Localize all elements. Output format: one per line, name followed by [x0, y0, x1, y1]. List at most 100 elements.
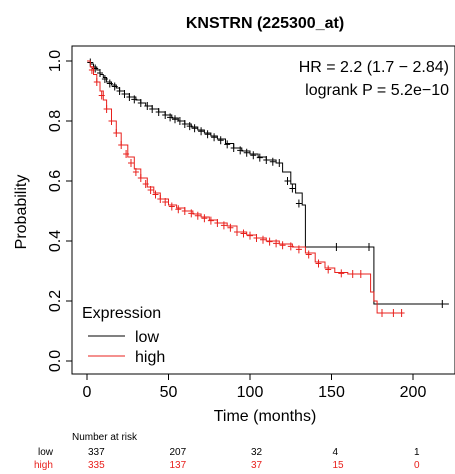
censor-mark-low	[106, 79, 113, 88]
censor-mark-high	[220, 221, 227, 230]
risk-count-low: 337	[88, 447, 105, 458]
x-axis: 0 50 100 150 200	[83, 374, 426, 401]
censor-mark-high	[132, 168, 139, 176]
censor-mark-high	[247, 231, 253, 240]
censor-mark-low	[198, 127, 205, 136]
y-tick-label: 1.0	[47, 50, 64, 72]
censor-mark-high	[201, 214, 208, 223]
censor-mark-high	[357, 270, 364, 278]
censor-mark-high	[137, 174, 144, 182]
censor-mark-low	[230, 144, 237, 152]
censor-mark-high	[162, 198, 169, 206]
censor-mark-low	[333, 243, 340, 251]
risk-count-high: 137	[170, 460, 187, 471]
censor-mark-high	[168, 202, 175, 211]
censor-mark-low	[172, 115, 178, 124]
censor-mark-low	[131, 95, 138, 104]
censor-mark-low	[269, 157, 276, 166]
x-tick-label: 100	[237, 384, 264, 401]
censor-mark-low	[162, 111, 169, 119]
x-tick-label: 50	[160, 384, 178, 401]
censor-mark-high	[152, 190, 159, 199]
censor-mark-low	[250, 151, 257, 160]
risk-count-high: 37	[251, 460, 263, 471]
y-tick-label: 0.4	[47, 230, 64, 252]
censor-mark-high	[398, 309, 405, 317]
risk-table: Number at risk low high 337 207 32 4 1 335 137…	[34, 432, 420, 471]
plot-frame	[71, 45, 455, 375]
censor-mark-low	[167, 113, 174, 122]
y-tick-label: 0.6	[47, 170, 64, 192]
censor-mark-high	[207, 216, 214, 225]
y-axis: 0.0 0.2 0.4 0.6 0.8 1.0	[47, 50, 72, 372]
censor-mark-low	[181, 120, 188, 128]
survival-curve-high	[87, 60, 404, 314]
censor-mark-high	[234, 228, 240, 236]
censor-mark-high	[93, 78, 100, 86]
x-tick-label: 0	[83, 384, 92, 401]
censor-mark-high	[227, 223, 234, 232]
censor-mark-low	[224, 140, 231, 149]
censor-mark-low	[237, 146, 244, 155]
logrank-annotation: logrank P = 5.2e−10	[305, 82, 449, 99]
censor-mark-low	[101, 75, 108, 83]
censor-mark-high	[181, 207, 188, 215]
risk-table-header: Number at risk	[72, 432, 138, 443]
censor-mark-high	[240, 229, 247, 238]
censor-mark-high	[113, 129, 120, 137]
censor-mark-high	[266, 237, 273, 246]
censor-mark-high	[118, 141, 125, 149]
survival-curves	[87, 58, 449, 317]
censor-mark-low	[243, 148, 250, 157]
censor-mark-high	[273, 239, 280, 248]
censor-mark-high	[194, 211, 201, 220]
censor-mark-high	[305, 250, 312, 259]
censor-mark-high	[379, 309, 385, 317]
censor-mark-low	[256, 153, 263, 162]
censor-mark-low	[263, 156, 270, 164]
censor-mark-high	[142, 180, 149, 188]
censor-mark-high	[157, 195, 164, 203]
y-axis-label: Probability	[13, 175, 30, 250]
censor-mark-high	[390, 309, 397, 317]
risk-row-high-label: high	[34, 460, 53, 471]
censor-mark-low	[276, 159, 283, 167]
x-tick-label: 150	[318, 384, 345, 401]
censor-mark-high	[295, 245, 302, 254]
censor-mark-high	[338, 269, 345, 278]
risk-row-low-label: low	[38, 447, 54, 458]
legend-title: Expression	[82, 305, 161, 322]
censor-mark-low	[295, 199, 302, 208]
censor-mark-low	[116, 87, 123, 95]
censor-mark-high	[98, 91, 105, 100]
y-tick-label: 0.2	[47, 290, 64, 312]
risk-count-low: 207	[170, 447, 187, 458]
censor-mark-high	[325, 265, 332, 274]
censor-mark-high	[103, 105, 110, 113]
censor-mark-high	[279, 241, 286, 250]
risk-count-low: 32	[251, 447, 263, 458]
censor-mark-low	[191, 124, 198, 133]
censor-mark-high	[108, 117, 115, 125]
censor-mark-low	[204, 130, 211, 139]
y-tick-label: 0.0	[47, 350, 64, 372]
chart-title: KNSTRN (225300_at)	[186, 15, 344, 32]
risk-count-high: 0	[414, 460, 420, 471]
censor-mark-high	[214, 219, 221, 227]
censor-mark-low	[289, 184, 296, 193]
censor-mark-high	[349, 270, 356, 278]
risk-count-low: 1	[414, 447, 420, 458]
legend: Expression low high	[82, 305, 165, 366]
censor-mark-low	[366, 243, 372, 251]
risk-count-low: 4	[333, 447, 339, 458]
censor-mark-low	[97, 69, 103, 77]
censor-mark-high	[88, 66, 95, 74]
censor-mark-low	[149, 105, 156, 113]
censor-mark-low	[211, 133, 218, 142]
censor-mark-low	[121, 90, 128, 98]
legend-high-label: high	[135, 349, 165, 366]
censor-mark-high	[128, 159, 134, 167]
x-axis-label: Time (months)	[214, 408, 317, 425]
censor-mark-high	[260, 235, 266, 244]
